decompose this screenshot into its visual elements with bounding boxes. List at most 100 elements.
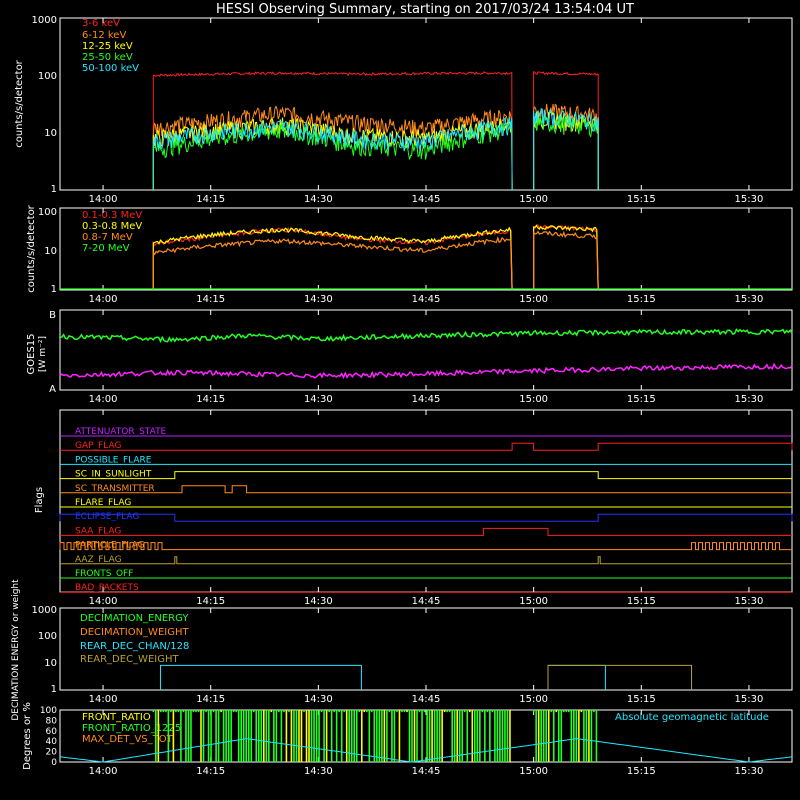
- time-tick-label: 15:15: [627, 194, 656, 205]
- time-tick-label: 15:15: [627, 766, 656, 777]
- flag-trace: [60, 527, 792, 536]
- flags-plot-frame: [59, 409, 793, 593]
- chart-title: HESSI Observing Summary, starting on 201…: [216, 2, 634, 17]
- time-tick-label: 14:15: [196, 194, 225, 205]
- xray-series-line: [152, 108, 599, 191]
- xray-ytick-1000: 1000: [32, 15, 57, 26]
- time-tick-label: 15:00: [519, 766, 548, 777]
- time-tick-label: 14:30: [304, 694, 333, 705]
- legend-6-12-kev: 6-12 keV: [82, 30, 126, 41]
- flag-trace: [60, 442, 793, 451]
- time-tick-label: 15:00: [519, 394, 548, 405]
- gamma-series-line: [152, 230, 599, 291]
- xray-ylabel: counts/s/detector: [14, 59, 25, 147]
- xray-yticks: 1 10 100 1000: [32, 15, 57, 195]
- legend-0.8-7-mev: 0.8-7 MeV: [82, 232, 133, 243]
- flag-label: PARTICLE_FLAG: [75, 541, 145, 551]
- goes-plot-frame: [59, 309, 793, 391]
- dec-ytick-1000: 1000: [32, 605, 57, 616]
- ratio-ytick-label: 0: [51, 758, 57, 768]
- time-tick-label: 14:45: [412, 194, 441, 205]
- flag-label: FRONTS_OFF: [75, 569, 133, 579]
- flag-rows: ATTENUATOR_STATE GAP_FLAG POSSIBLE_FLARE SC…: [59, 427, 793, 593]
- flag-trace: [59, 513, 793, 522]
- goes-yunits: [W m⁻²]: [38, 336, 48, 372]
- flag-trace: [60, 471, 792, 480]
- time-tick-label: 14:45: [412, 596, 441, 607]
- legend-50-100-kev: 50-100 keV: [82, 63, 139, 74]
- flag-label: SC_TRANSMITTER: [75, 484, 155, 494]
- time-tick-label: 15:15: [627, 294, 656, 305]
- xray-ytick-100: 100: [38, 71, 57, 82]
- xray-ytick-10: 10: [44, 128, 57, 139]
- time-tick-label: 14:15: [196, 694, 225, 705]
- gamma-legend: 0.1-0.3 MeV 0.3-0.8 MeV 0.8-7 MeV 7-20 M…: [82, 210, 142, 254]
- legend-25-50-kev: 25-50 keV: [82, 52, 133, 63]
- xray-series-line: [152, 71, 599, 191]
- gamma-ylabel: counts/s/detector: [26, 204, 37, 292]
- time-tick-label: 14:45: [412, 294, 441, 305]
- time-tick-label: 15:00: [519, 694, 548, 705]
- goes-series-line: [59, 328, 793, 343]
- dec-ytick-100: 100: [38, 631, 57, 642]
- time-tick-label: 15:30: [735, 596, 764, 607]
- legend-12-25-kev: 12-25 keV: [82, 41, 133, 52]
- legend-3-6-kev: 3-6 keV: [82, 18, 120, 29]
- flag-label: POSSIBLE_FLARE: [75, 455, 152, 465]
- flag-label: ECLIPSE_FLAG: [75, 512, 139, 522]
- time-tick-label: 14:00: [89, 194, 118, 205]
- time-tick-label: 14:15: [196, 596, 225, 607]
- goes-series-line: [59, 362, 793, 380]
- legend-decimation-energy: DECIMATION_ENERGY: [80, 613, 189, 624]
- gamma-series-line: [152, 224, 599, 291]
- time-tick-label: 15:15: [627, 596, 656, 607]
- time-tick-label: 14:30: [304, 596, 333, 607]
- legend-0.1-0.3-mev: 0.1-0.3 MeV: [82, 210, 142, 221]
- ratio-ytick-label: 100: [40, 706, 57, 716]
- ratio-ytick-label: 20: [46, 748, 58, 758]
- flag-label: FLARE_FLAG: [75, 498, 131, 508]
- time-tick-label: 14:00: [89, 394, 118, 405]
- gamma-ytick-100: 100: [38, 207, 57, 218]
- ratio-ytick-label: 80: [46, 716, 58, 726]
- time-tick-label: 15:30: [735, 694, 764, 705]
- ratio-ytick-label: 40: [46, 737, 58, 747]
- time-tick-label: 14:30: [304, 194, 333, 205]
- legend-front-ratio-1225: FRONT_RATIO_1225: [82, 723, 181, 734]
- decimation-panel: DECIMATION_ENERGY DECIMATION_WEIGHT REAR…: [11, 579, 793, 721]
- time-tick-label: 15:30: [735, 394, 764, 405]
- legend-max-det-vs-tot: MAX_DET_VS_TOT: [82, 734, 174, 745]
- legend-front-ratio: FRONT_RATIO: [82, 712, 151, 723]
- xray-plot-frame: [59, 17, 793, 191]
- flag-label: SAA_FLAG: [75, 526, 121, 536]
- ratio-annotation: Absolute geomagnetic latitude: [615, 712, 769, 723]
- ratio-ytick-label: 60: [46, 727, 58, 737]
- time-tick-label: 14:45: [412, 694, 441, 705]
- ratio-ylabel: Degrees or %: [22, 702, 33, 770]
- legend-rear-dec-weight: REAR_DEC_WEIGHT: [80, 654, 179, 665]
- flag-trace: [60, 485, 792, 494]
- time-tick-label: 14:45: [412, 394, 441, 405]
- time-tick-label: 14:00: [89, 766, 118, 777]
- time-tick-label: 15:30: [735, 194, 764, 205]
- flag-label: SC_IN_SUNLIGHT: [75, 470, 152, 480]
- goes-panel: GOES15 [W m⁻²] A B: [26, 309, 793, 395]
- time-tick-label: 15:00: [519, 294, 548, 305]
- gamma-ytick-1: 1: [51, 284, 57, 295]
- ratio-legend: FRONT_RATIO FRONT_RATIO_1225 MAX_DET_VS_…: [82, 712, 181, 745]
- time-tick-label: 14:15: [196, 294, 225, 305]
- time-tick-label: 15:15: [627, 694, 656, 705]
- dec-ytick-1: 1: [51, 684, 57, 695]
- time-tick-label: 14:45: [412, 766, 441, 777]
- legend-0.3-0.8-mev: 0.3-0.8 MeV: [82, 221, 142, 232]
- xray-ytick-1: 1: [51, 184, 57, 195]
- decimation-step: [547, 664, 606, 690]
- gamma-plot-frame: [59, 207, 793, 291]
- time-tick-label: 15:30: [735, 766, 764, 777]
- time-tick-label: 14:00: [89, 294, 118, 305]
- flag-label: GAP_FLAG: [75, 441, 121, 451]
- flag-trace: [59, 542, 792, 551]
- time-tick-label: 14:30: [304, 294, 333, 305]
- time-tick-label: 15:15: [627, 394, 656, 405]
